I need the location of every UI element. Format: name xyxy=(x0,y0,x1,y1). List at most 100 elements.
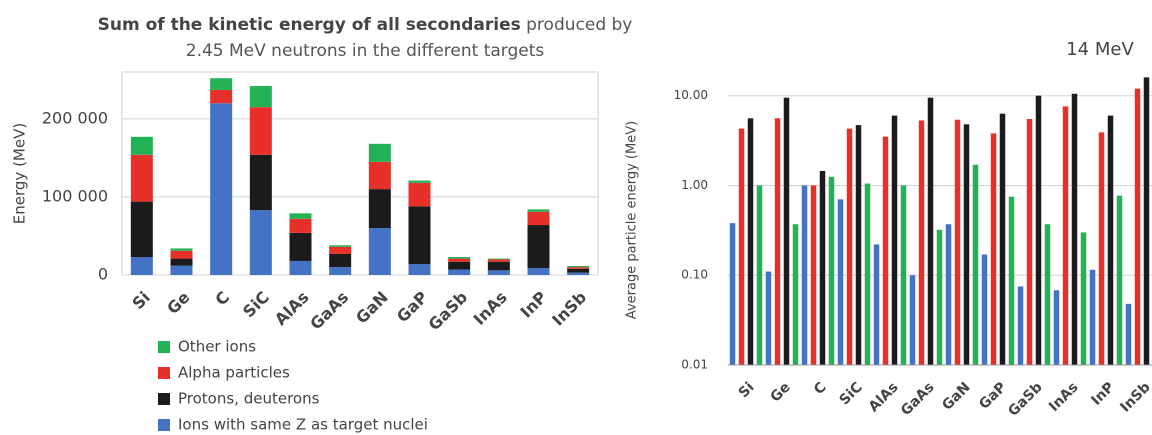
x-tick-label: Ge xyxy=(767,379,793,405)
x-tick-label: SiC xyxy=(239,288,273,322)
bar-segment xyxy=(329,246,352,254)
bar-segment xyxy=(527,225,550,268)
bar xyxy=(954,119,961,365)
bar xyxy=(999,113,1006,365)
bar-segment xyxy=(289,232,312,261)
bar-segment xyxy=(130,201,153,258)
bar xyxy=(945,224,952,365)
bar-segment xyxy=(527,211,550,226)
y-tick-label: 0.10 xyxy=(681,268,708,282)
legend-label: Ions with same Z as target nuclei xyxy=(178,416,428,434)
bar xyxy=(1062,106,1069,365)
legend-label: Alpha particles xyxy=(178,364,290,382)
x-tick-label: GaN xyxy=(939,379,973,413)
bar-segment xyxy=(210,89,233,104)
bar-segment xyxy=(567,272,590,275)
bar-segment xyxy=(368,228,391,275)
bar xyxy=(738,128,745,365)
legend-swatch xyxy=(158,367,170,379)
x-tick-label: InP xyxy=(517,287,551,321)
bar xyxy=(828,176,835,365)
bar-segment xyxy=(249,86,272,108)
title-bold: Sum of the kinetic energy of all seconda… xyxy=(97,15,521,35)
bar xyxy=(1017,286,1024,365)
bar-segment xyxy=(170,250,193,259)
bar-segment xyxy=(329,253,352,268)
bar-segment xyxy=(130,154,153,202)
bar-segment xyxy=(368,143,391,162)
x-tick-label: InP xyxy=(1088,379,1117,408)
x-tick-label: GaSb xyxy=(1005,379,1045,419)
bar-segment xyxy=(487,259,510,262)
bar-segment xyxy=(448,261,471,270)
x-tick-label: InSb xyxy=(548,288,590,330)
bar xyxy=(810,185,817,365)
x-tick-label: SiC xyxy=(837,379,866,408)
bar xyxy=(819,170,826,365)
x-tick-label: Si xyxy=(736,379,758,401)
x-tick-label: Si xyxy=(128,288,153,313)
y-tick-label: 0 xyxy=(98,265,108,284)
bar-segment xyxy=(130,136,153,155)
legend-swatch xyxy=(158,393,170,405)
bar-segment xyxy=(408,264,431,275)
bar-segment xyxy=(170,258,193,266)
bar xyxy=(855,125,862,365)
x-tick-label: GaAs xyxy=(898,379,938,419)
bar-segment xyxy=(368,161,391,190)
bar xyxy=(774,118,781,366)
legend-swatch xyxy=(158,419,170,431)
x-tick-label: GaSb xyxy=(425,288,472,335)
x-tick-label: InAs xyxy=(470,288,511,329)
y-tick-label: 10.00 xyxy=(674,88,708,102)
y-axis-label: Average particle energy (MeV) xyxy=(625,121,640,319)
x-tick-label: C xyxy=(211,288,233,310)
bar-segment xyxy=(527,267,550,275)
x-tick-label: C xyxy=(811,379,830,398)
y-tick-label: 0.01 xyxy=(681,358,708,372)
bar xyxy=(1044,224,1051,365)
bar-segment xyxy=(408,182,431,207)
chart-title: Sum of the kinetic energy of all seconda… xyxy=(95,12,635,64)
bar xyxy=(1143,77,1150,365)
bar-segment xyxy=(448,257,471,259)
x-tick-label: GaAs xyxy=(306,288,352,334)
bar xyxy=(891,115,898,366)
bar xyxy=(1125,303,1132,365)
x-tick-label: InAs xyxy=(1046,379,1082,415)
bar xyxy=(783,97,790,366)
bar-segment xyxy=(289,218,312,233)
bar xyxy=(864,183,871,365)
bar xyxy=(1116,195,1123,365)
bar-segment xyxy=(567,266,590,268)
bar-segment xyxy=(408,180,431,183)
bar xyxy=(900,185,907,365)
legend-label: Protons, deuterons xyxy=(178,390,320,408)
bar-segment xyxy=(210,103,233,275)
bar xyxy=(1071,93,1078,366)
x-tick-label: GaN xyxy=(352,288,392,328)
bar-segment xyxy=(329,267,352,275)
bar-segment xyxy=(487,270,510,275)
bar xyxy=(981,254,988,365)
bar xyxy=(1107,115,1114,366)
bar xyxy=(963,124,970,365)
bar-segment xyxy=(130,257,153,275)
bar xyxy=(729,223,736,365)
bar-segment xyxy=(368,189,391,229)
bar-segment xyxy=(408,206,431,265)
bar-segment xyxy=(249,210,272,275)
bar xyxy=(927,97,934,366)
bar xyxy=(1134,88,1141,366)
x-tick-label: AlAs xyxy=(271,288,313,330)
bar xyxy=(909,275,916,365)
bar xyxy=(990,133,997,365)
bar xyxy=(918,120,925,365)
bar-segment xyxy=(567,268,590,273)
y-axis-label: Energy (MeV) xyxy=(11,123,29,224)
legend-swatch xyxy=(158,341,170,353)
bar xyxy=(1080,232,1087,365)
bar xyxy=(1089,269,1096,365)
plot-frame xyxy=(121,71,599,276)
